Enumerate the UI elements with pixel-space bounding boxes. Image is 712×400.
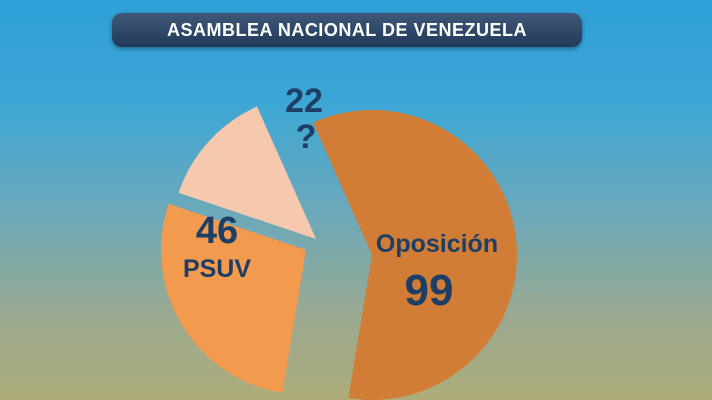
slice-psuv-label: PSUV bbox=[183, 255, 251, 283]
chart-title: ASAMBLEA NACIONAL DE VENEZUELA bbox=[166, 19, 527, 40]
slice-psuv-value: 46 bbox=[196, 210, 238, 252]
slice-psuv bbox=[160, 203, 306, 394]
title-banner: ASAMBLEA NACIONAL DE VENEZUELA bbox=[112, 13, 582, 47]
slice-unknown-value: 22 bbox=[285, 82, 323, 120]
slice-oposicion-value: 99 bbox=[405, 266, 454, 315]
slice-oposicion bbox=[313, 110, 517, 400]
slice-oposicion-label: Oposición bbox=[376, 230, 498, 258]
slice-unknown bbox=[178, 106, 316, 239]
slice-unknown-label: ? bbox=[296, 118, 317, 156]
